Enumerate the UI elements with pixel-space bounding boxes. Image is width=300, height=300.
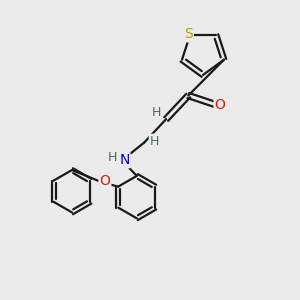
Text: S: S: [184, 27, 193, 41]
Text: O: O: [214, 98, 226, 112]
Text: H: H: [108, 151, 117, 164]
Text: N: N: [119, 153, 130, 167]
Text: O: O: [100, 174, 110, 188]
Text: H: H: [150, 135, 159, 148]
Text: H: H: [152, 106, 161, 119]
